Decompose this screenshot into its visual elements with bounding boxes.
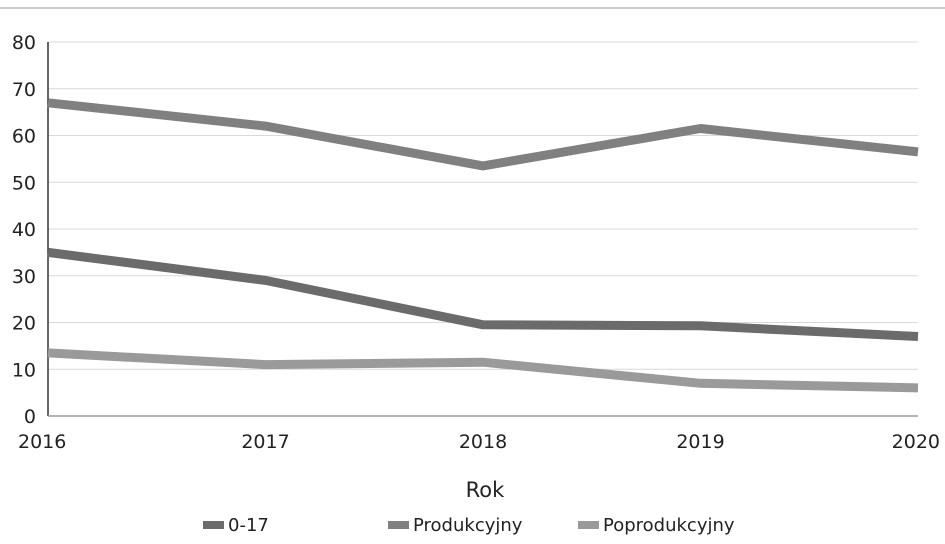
legend-label-3: Poprodukcyjny	[603, 515, 735, 536]
legend-label-1: 0-17	[228, 515, 269, 536]
y-axis-ticks: 0 10 20 30 40 50 60 70 80	[12, 32, 36, 428]
x-tick-label: 2020	[892, 431, 940, 453]
y-tick-label: 30	[12, 266, 36, 288]
x-tick-label: 2016	[18, 431, 66, 453]
x-tick-label: 2018	[459, 431, 507, 453]
legend: 0-17 Produkcyjny Poprodukcyjny	[203, 515, 735, 536]
legend-swatch-3	[578, 521, 599, 529]
series-line-3	[47, 348, 919, 393]
y-tick-label: 20	[12, 313, 36, 335]
y-tick-label: 70	[12, 79, 36, 101]
y-tick-label: 0	[24, 406, 36, 428]
legend-swatch-2	[388, 521, 409, 529]
gridlines	[48, 41, 918, 370]
y-tick-label: 10	[12, 359, 36, 381]
series-line-1	[47, 247, 919, 341]
x-axis-title: Rok	[466, 478, 505, 502]
x-tick-label: 2017	[241, 431, 289, 453]
y-tick-label: 40	[12, 219, 36, 241]
y-tick-label: 50	[12, 172, 36, 194]
x-axis-ticks: 2016 2017 2018 2019 2020	[18, 431, 940, 453]
series-line-2	[47, 98, 919, 171]
x-tick-label: 2019	[676, 431, 724, 453]
y-tick-label: 80	[12, 32, 36, 54]
y-tick-label: 60	[12, 126, 36, 148]
series-lines	[47, 98, 919, 393]
legend-swatch-1	[203, 521, 224, 529]
legend-label-2: Produkcyjny	[413, 515, 523, 536]
